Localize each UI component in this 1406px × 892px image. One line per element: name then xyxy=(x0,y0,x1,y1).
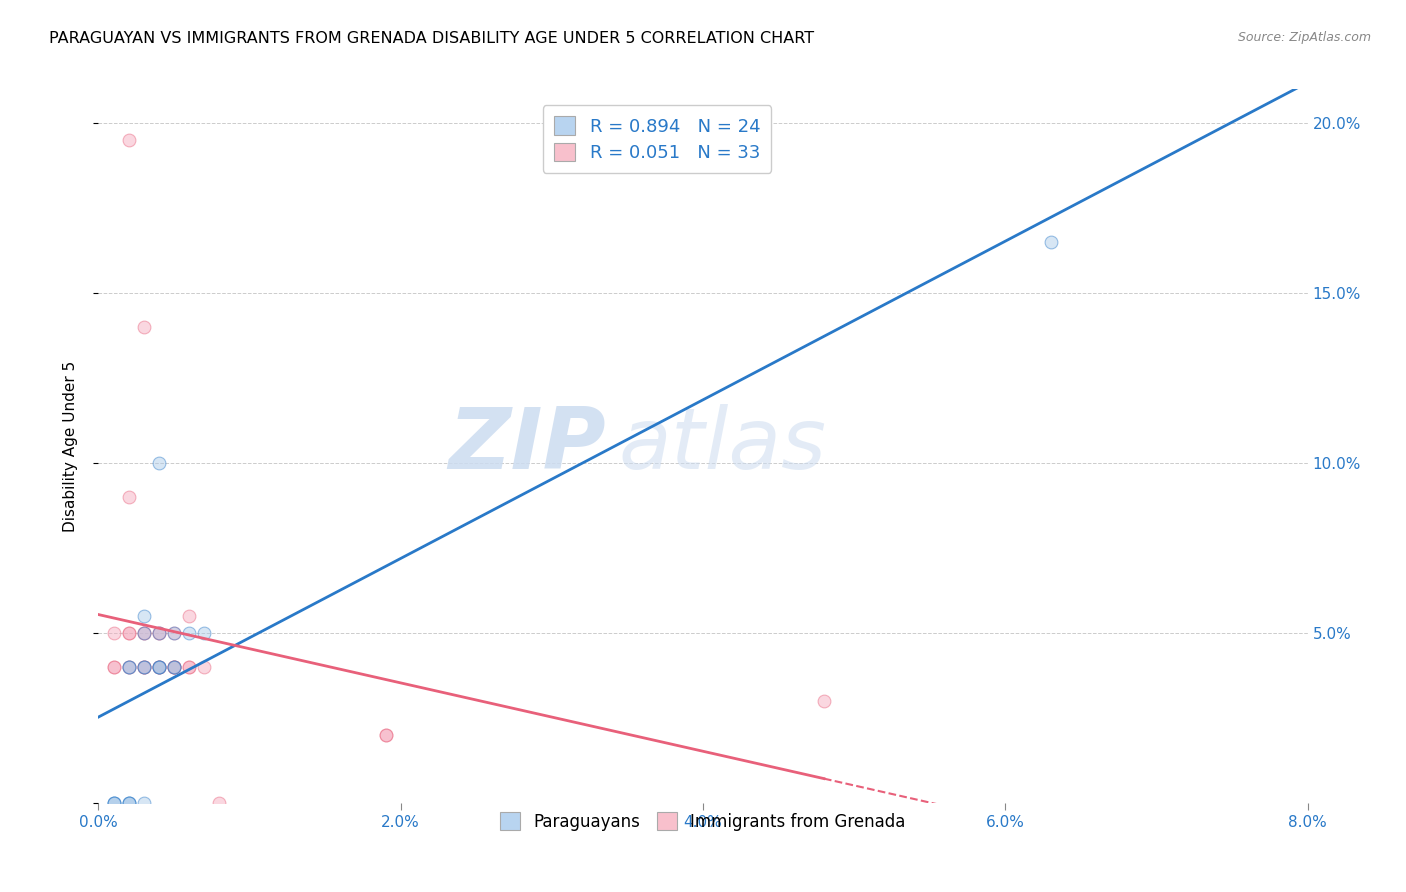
Point xyxy=(103,660,125,674)
Point xyxy=(163,660,186,674)
Point xyxy=(148,660,170,674)
Point xyxy=(118,660,141,674)
Point xyxy=(118,626,141,640)
Point xyxy=(118,796,141,810)
Point xyxy=(103,626,125,640)
Point xyxy=(148,660,170,674)
Y-axis label: Disability Age Under 5: Disability Age Under 5 xyxy=(63,360,77,532)
Point xyxy=(163,660,186,674)
Point xyxy=(103,796,125,810)
Point xyxy=(132,660,155,674)
Point xyxy=(148,660,170,674)
Point xyxy=(132,660,155,674)
Point xyxy=(374,728,396,742)
Point xyxy=(163,626,186,640)
Point xyxy=(118,490,141,504)
Text: ZIP: ZIP xyxy=(449,404,606,488)
Point xyxy=(193,660,215,674)
Point xyxy=(163,660,186,674)
Point xyxy=(118,796,141,810)
Text: Source: ZipAtlas.com: Source: ZipAtlas.com xyxy=(1237,31,1371,45)
Point xyxy=(132,660,155,674)
Point xyxy=(118,626,141,640)
Point xyxy=(148,456,170,470)
Point xyxy=(132,796,155,810)
Point xyxy=(374,728,396,742)
Point xyxy=(163,660,186,674)
Point xyxy=(132,320,155,334)
Point xyxy=(163,626,186,640)
Point xyxy=(193,626,215,640)
Point xyxy=(813,694,835,708)
Point xyxy=(132,608,155,623)
Point xyxy=(118,660,141,674)
Point xyxy=(1039,235,1062,249)
Point xyxy=(179,626,201,640)
Point xyxy=(132,626,155,640)
Text: PARAGUAYAN VS IMMIGRANTS FROM GRENADA DISABILITY AGE UNDER 5 CORRELATION CHART: PARAGUAYAN VS IMMIGRANTS FROM GRENADA DI… xyxy=(49,31,814,46)
Text: atlas: atlas xyxy=(619,404,827,488)
Point xyxy=(103,660,125,674)
Point xyxy=(148,626,170,640)
Point xyxy=(118,660,141,674)
Point xyxy=(118,660,141,674)
Point xyxy=(163,660,186,674)
Point xyxy=(148,626,170,640)
Point xyxy=(163,660,186,674)
Point xyxy=(132,660,155,674)
Point xyxy=(179,660,201,674)
Point xyxy=(179,660,201,674)
Point xyxy=(103,796,125,810)
Point xyxy=(208,796,231,810)
Point xyxy=(148,626,170,640)
Point xyxy=(148,660,170,674)
Point xyxy=(118,133,141,147)
Point xyxy=(179,608,201,623)
Point xyxy=(132,660,155,674)
Point xyxy=(148,660,170,674)
Point xyxy=(118,796,141,810)
Point xyxy=(132,626,155,640)
Point xyxy=(103,796,125,810)
Point xyxy=(148,660,170,674)
Point xyxy=(132,626,155,640)
Legend: Paraguayans, Immigrants from Grenada: Paraguayans, Immigrants from Grenada xyxy=(494,805,912,838)
